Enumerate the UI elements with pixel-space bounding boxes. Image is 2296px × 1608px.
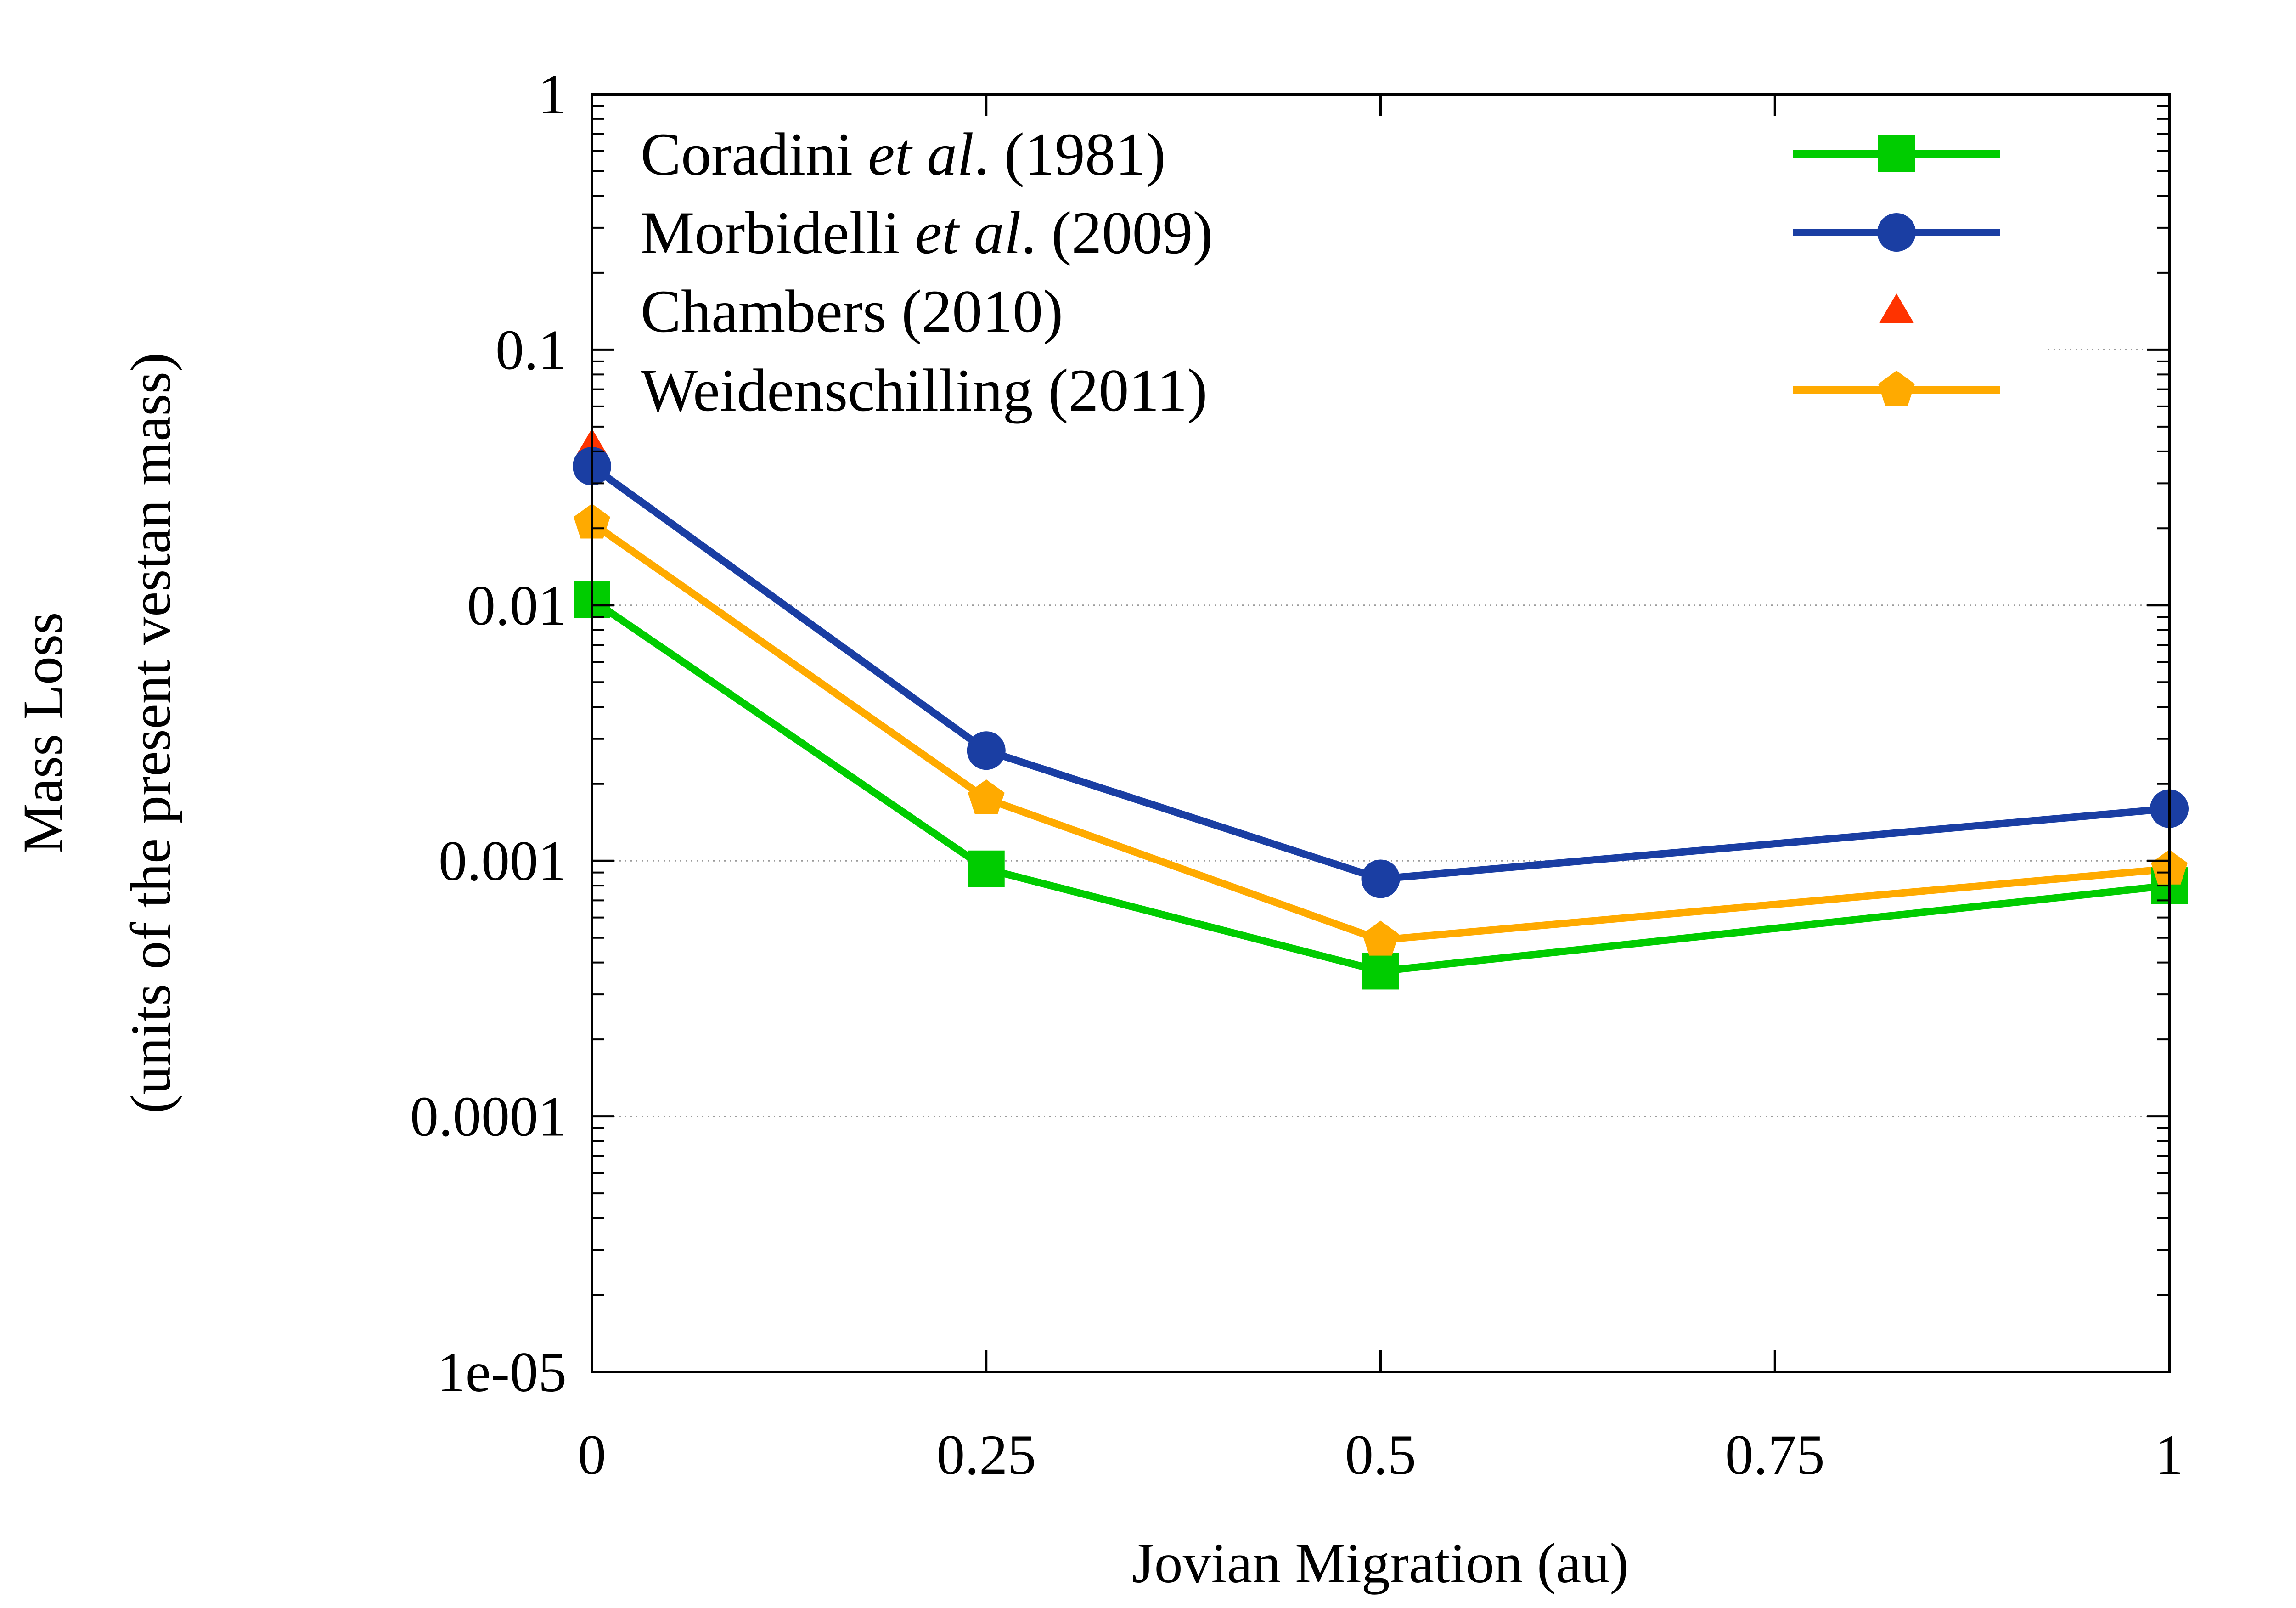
y-axis-title-line1: Mass Loss bbox=[11, 612, 74, 854]
x-tick-label: 1 bbox=[2155, 1423, 2183, 1486]
x-tick-label: 0 bbox=[578, 1423, 606, 1486]
axes: 1e-05 0.0001 0.001 0.01 0.1 1 0 0.25 0.5 0.75 1 bbox=[410, 63, 2183, 1486]
legend: Coradini et al. (1981)Morbidelli et al. … bbox=[641, 120, 2000, 424]
x-tick-label: 0.25 bbox=[936, 1423, 1036, 1486]
legend-label-part: Morbidelli bbox=[641, 199, 915, 266]
y-axis-title-line2: (units of the present vestan mass) bbox=[119, 353, 182, 1113]
series-line-0 bbox=[590, 597, 2170, 975]
legend-label-2: Chambers (2010) bbox=[641, 277, 1063, 345]
data-point-3 bbox=[968, 779, 1005, 814]
legend-label-1: Morbidelli et al. (2009) bbox=[641, 199, 1213, 266]
y-tick-label: 0.01 bbox=[467, 574, 567, 637]
x-axis-title: Jovian Migration (au) bbox=[1132, 1532, 1628, 1595]
series-line-3 bbox=[590, 519, 2170, 944]
x-tick-label: 0.75 bbox=[1725, 1423, 1825, 1486]
legend-label-0: Coradini et al. (1981) bbox=[641, 120, 1166, 188]
grid-lines bbox=[592, 349, 2169, 1117]
data-point-0 bbox=[968, 850, 1005, 887]
legend-label-part: . (2009) bbox=[1021, 199, 1213, 266]
data-point-1 bbox=[1361, 859, 1400, 898]
legend-label-part: Coradini bbox=[641, 120, 868, 188]
series-layer bbox=[573, 429, 2189, 990]
legend-label-part: . (1981) bbox=[974, 120, 1166, 188]
y-tick-label: 1 bbox=[538, 63, 567, 126]
series-line-1 bbox=[590, 463, 2170, 883]
legend-label-part: Chambers (2010) bbox=[641, 277, 1063, 345]
legend-label-part: et al bbox=[915, 199, 1021, 266]
data-point-1 bbox=[967, 731, 1006, 770]
legend-marker-1 bbox=[1877, 213, 1916, 252]
legend-marker-0 bbox=[1878, 135, 1915, 172]
data-point-3 bbox=[1362, 920, 1399, 956]
legend-marker-3 bbox=[1878, 371, 1915, 406]
legend-label-part: et al bbox=[868, 120, 974, 188]
y-tick-label: 0.1 bbox=[495, 318, 567, 381]
legend-marker-2 bbox=[1879, 293, 1914, 323]
data-point-0 bbox=[1362, 953, 1399, 990]
y-tick-label: 0.0001 bbox=[410, 1085, 567, 1148]
legend-label-part: Weidenschilling (2011) bbox=[641, 356, 1208, 424]
legend-label-3: Weidenschilling (2011) bbox=[641, 356, 1208, 424]
y-axis-title-group: Mass Loss (units of the present vestan m… bbox=[11, 353, 182, 1113]
y-tick-label: 0.001 bbox=[439, 829, 567, 892]
y-tick-label: 1e-05 bbox=[437, 1341, 567, 1404]
x-tick-label: 0.5 bbox=[1345, 1423, 1416, 1486]
